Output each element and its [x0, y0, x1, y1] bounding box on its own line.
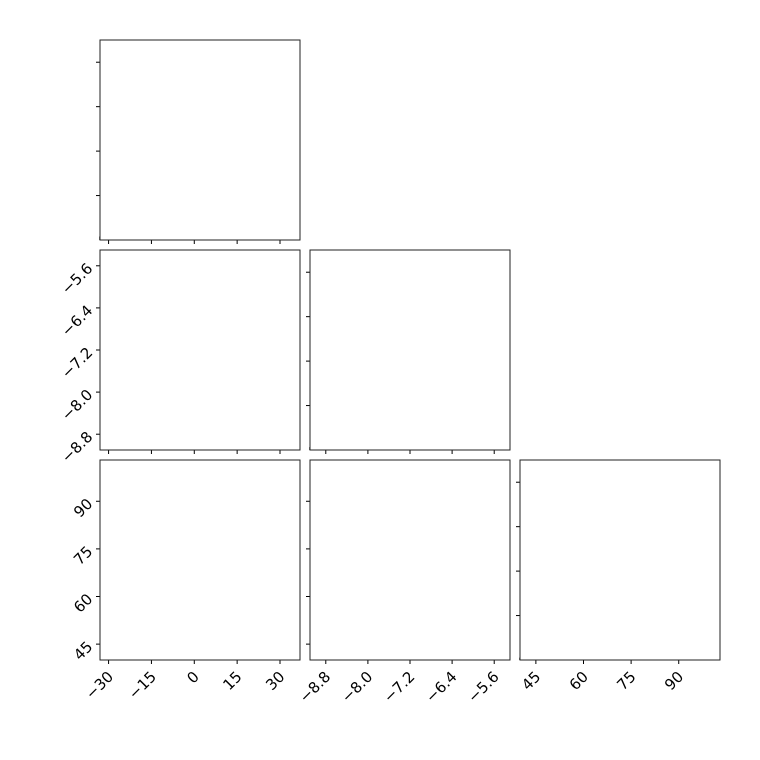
hist-frame-2 — [519, 459, 721, 661]
hist-frame-1 — [309, 249, 511, 451]
scatter-frame-1-0 — [99, 249, 301, 451]
hist-frame-0 — [99, 39, 301, 241]
